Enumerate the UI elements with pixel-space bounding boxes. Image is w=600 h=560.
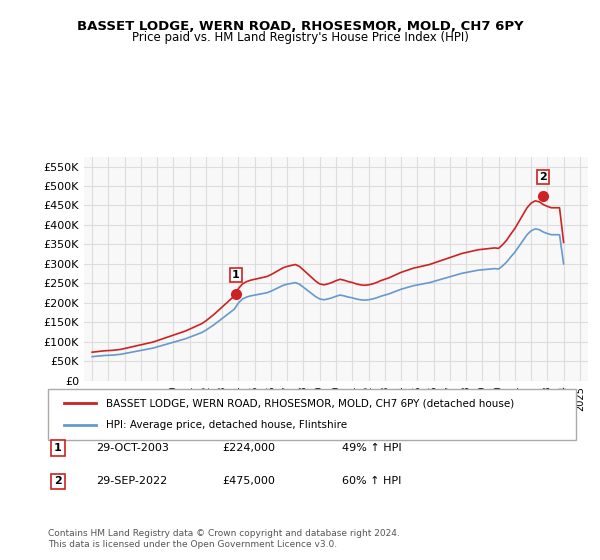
Text: 49% ↑ HPI: 49% ↑ HPI <box>342 443 401 453</box>
Text: Price paid vs. HM Land Registry's House Price Index (HPI): Price paid vs. HM Land Registry's House … <box>131 31 469 44</box>
Text: BASSET LODGE, WERN ROAD, RHOSESMOR, MOLD, CH7 6PY: BASSET LODGE, WERN ROAD, RHOSESMOR, MOLD… <box>77 20 523 32</box>
Text: £224,000: £224,000 <box>222 443 275 453</box>
Text: 1: 1 <box>232 270 239 280</box>
Text: 1: 1 <box>54 443 62 453</box>
Text: 29-SEP-2022: 29-SEP-2022 <box>96 477 167 487</box>
Text: Contains HM Land Registry data © Crown copyright and database right 2024.
This d: Contains HM Land Registry data © Crown c… <box>48 529 400 549</box>
FancyBboxPatch shape <box>48 389 576 440</box>
Text: £475,000: £475,000 <box>222 477 275 487</box>
Text: 60% ↑ HPI: 60% ↑ HPI <box>342 477 401 487</box>
Text: 2: 2 <box>539 172 547 182</box>
Text: 2: 2 <box>54 477 62 487</box>
Text: 29-OCT-2003: 29-OCT-2003 <box>96 443 169 453</box>
Text: HPI: Average price, detached house, Flintshire: HPI: Average price, detached house, Flin… <box>106 421 347 431</box>
Text: BASSET LODGE, WERN ROAD, RHOSESMOR, MOLD, CH7 6PY (detached house): BASSET LODGE, WERN ROAD, RHOSESMOR, MOLD… <box>106 398 514 408</box>
